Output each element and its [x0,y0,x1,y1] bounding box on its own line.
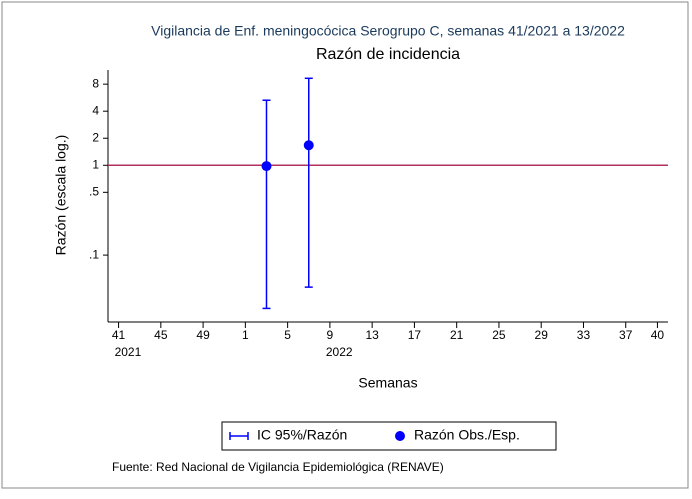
y-axis-label: Razón (escala log.) [53,135,69,256]
x-tick-label: 33 [577,328,591,342]
x-tick-label: 41 [112,328,126,342]
x-tick-label: 45 [154,328,168,342]
x-tick-label: 1 [242,328,249,342]
x-tick-label: 40 [651,328,665,342]
x-tick-label: 37 [619,328,633,342]
x-tick-label: 49 [196,328,210,342]
x-tick-label: 29 [535,328,549,342]
point [303,140,314,151]
y-tick-label: 4 [92,103,99,117]
footer: Fuente: Red Nacional de Vigilancia Epide… [112,460,444,474]
x-tick-label: 13 [365,328,379,342]
point [261,161,272,172]
year-label: 2022 [326,345,353,359]
x-axis-label: Semanas [358,375,417,391]
y-tick-label: .1 [89,247,99,261]
legend-symbol [395,431,405,441]
y-tick-label: 1 [92,157,99,171]
x-tick-label: 9 [327,328,334,342]
chart-title: Vigilancia de Enf. meningocócica Serogru… [151,23,625,39]
chart-subtitle: Razón de incidencia [316,46,460,63]
y-tick-label: 2 [92,130,99,144]
year-label: 2021 [115,345,142,359]
y-tick-label: .5 [89,184,99,198]
x-tick-label: 25 [492,328,506,342]
y-tick-label: 8 [92,76,99,90]
legend-label: IC 95%/Razón [257,427,347,443]
legend-label: Razón Obs./Esp. [414,427,520,443]
frame [1,1,689,489]
legend [221,421,557,451]
x-tick-label: 17 [408,328,422,342]
x-tick-label: 5 [284,328,291,342]
x-tick-label: 21 [450,328,464,342]
